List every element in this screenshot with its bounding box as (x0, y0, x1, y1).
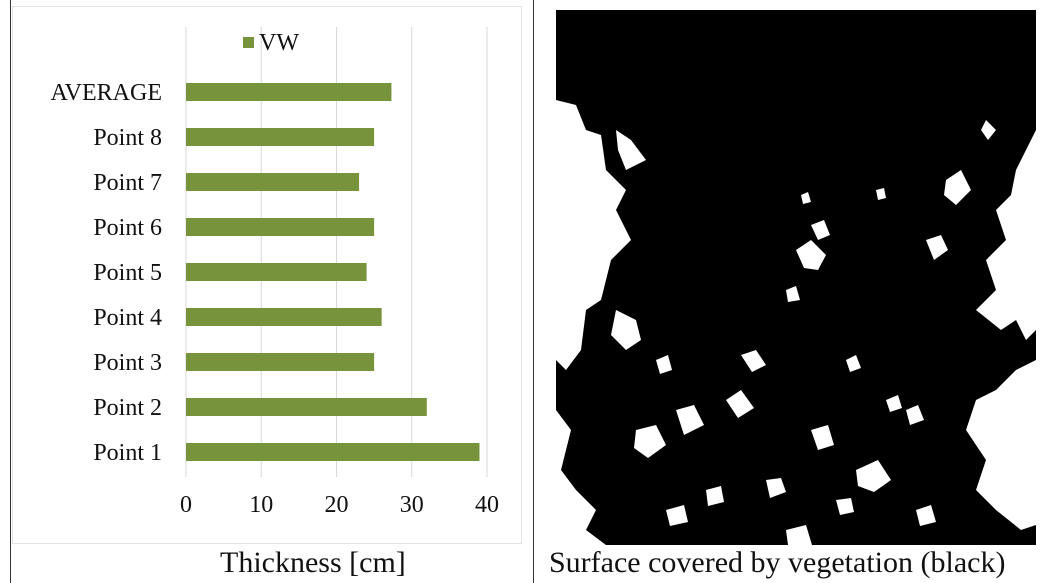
x-tick-label-40: 40 (475, 492, 499, 518)
category-label-average: AVERAGE (50, 80, 162, 106)
category-label-point-4: Point 4 (93, 305, 162, 331)
x-tick-label-20: 20 (325, 492, 349, 518)
left-caption: Thickness [cm] (220, 546, 406, 579)
bar-point-2 (186, 398, 427, 416)
legend-label-vw: VW (259, 30, 299, 56)
bar-point-4 (186, 308, 382, 326)
category-label-point-6: Point 6 (93, 215, 162, 241)
legend-swatch-vw (243, 37, 254, 48)
bar-point-6 (186, 218, 375, 236)
bar-average (186, 83, 392, 101)
bar-chart-panel: VW Point 1 Point 2 Point 3 Point 4 Point 5 Poi… (12, 6, 522, 544)
panel-divider-line (533, 0, 534, 583)
vegetation-mask-drawing (556, 10, 1036, 545)
category-label-point-8: Point 8 (93, 125, 162, 151)
bar-point-1 (186, 443, 480, 461)
category-label-point-5: Point 5 (93, 260, 162, 286)
bar-point-5 (186, 263, 367, 281)
vegetation-mask-image (556, 10, 1036, 545)
x-tick-label-0: 0 (180, 492, 192, 518)
category-label-point-2: Point 2 (93, 395, 162, 421)
left-border-line (10, 0, 11, 583)
bar-point-8 (186, 128, 375, 146)
bar-chart: VW Point 1 Point 2 Point 3 Point 4 Point 5 Poi… (50, 27, 499, 518)
right-caption: Surface covered by vegetation (black) (549, 546, 1006, 579)
category-label-point-3: Point 3 (93, 350, 162, 376)
bar-point-7 (186, 173, 360, 191)
x-tick-label-10: 10 (249, 492, 273, 518)
x-tick-label-30: 30 (400, 492, 424, 518)
category-label-point-7: Point 7 (93, 170, 162, 196)
category-label-point-1: Point 1 (93, 440, 162, 466)
bar-point-3 (186, 353, 375, 371)
